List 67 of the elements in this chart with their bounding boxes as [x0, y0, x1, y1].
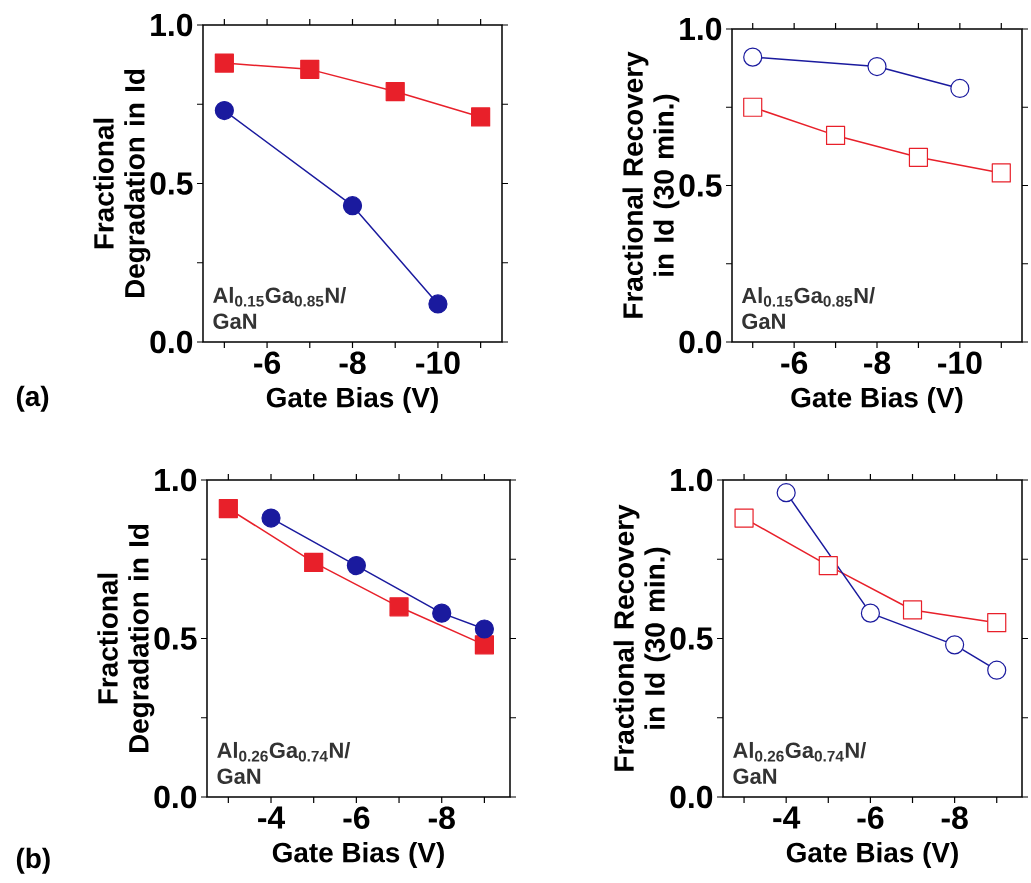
x-tick-label: -8: [428, 806, 455, 830]
point: [432, 603, 452, 623]
point: [991, 163, 1011, 183]
y-tick-label: 0.5: [679, 174, 722, 197]
point: [389, 597, 409, 617]
text: Al$_{0.26}$Ga$_{0.74}$N/ GaN: [733, 741, 867, 784]
x-axis-title: Gate Bias (V): [266, 386, 438, 413]
point: [987, 660, 1007, 680]
y-tick-label: 1.0: [671, 468, 713, 492]
x-tick-label: -4: [773, 806, 801, 829]
point: [385, 81, 405, 102]
point: [218, 498, 238, 519]
point: [860, 603, 880, 623]
x-axis-title: Gate Bias (V): [272, 841, 444, 868]
point: [471, 107, 491, 127]
x-tick-label: -10: [938, 351, 982, 375]
point: [304, 552, 324, 573]
y-tick-label: 1.0: [680, 17, 722, 41]
point: [428, 294, 448, 314]
y-axis-title: Fractional Recovery in Id (30 min.): [613, 504, 671, 771]
x-tick-label: -8: [864, 351, 891, 375]
point: [908, 147, 929, 167]
point: [818, 555, 838, 576]
point: [342, 196, 363, 216]
x-tick-label: -10: [416, 351, 460, 375]
x-tick-label: -8: [339, 351, 366, 375]
point: [743, 47, 763, 67]
point: [214, 53, 234, 73]
point: [261, 508, 281, 528]
point: [945, 635, 965, 655]
x-tick-label: -6: [343, 806, 370, 830]
point: [950, 78, 970, 99]
y-axis-title: Fractional Degradation in Id: [93, 69, 151, 298]
point: [734, 508, 754, 528]
point: [867, 56, 887, 77]
text: (b): [16, 847, 50, 874]
x-tick-label: -6: [254, 351, 281, 375]
x-tick-label: -6: [781, 351, 808, 375]
y-axis-title: Fractional Recovery in Id (30 min.): [622, 51, 680, 318]
y-tick-label: 0.5: [154, 627, 197, 650]
x-tick-label: -6: [857, 806, 884, 830]
y-tick-label: 0.5: [670, 627, 713, 650]
y-tick-label: 0.0: [679, 330, 722, 354]
point: [346, 555, 366, 576]
y-tick-label: 0.5: [150, 172, 193, 195]
y-axis-title: Fractional Degradation in Id: [97, 524, 155, 753]
text: Al$_{0.15}$Ga$_{0.85}$N/ GaN: [213, 286, 347, 329]
y-tick-label: 0.0: [150, 330, 193, 354]
y-tick-label: 1.0: [155, 468, 197, 492]
point: [825, 125, 846, 146]
x-axis-title: Gate Bias (V): [786, 841, 958, 868]
point: [902, 600, 923, 620]
text: Al$_{0.15}$Ga$_{0.85}$N/ GaN: [741, 287, 875, 330]
point: [743, 97, 763, 117]
x-tick-label: -4: [258, 806, 286, 829]
y-tick-label: 0.0: [670, 785, 713, 809]
x-tick-label: -8: [941, 806, 968, 830]
point: [300, 59, 320, 79]
y-tick-label: 0.0: [154, 785, 197, 809]
text: Al$_{0.26}$Ga$_{0.74}$N/ GaN: [217, 741, 351, 784]
point: [474, 619, 494, 639]
point: [214, 100, 234, 121]
y-tick-label: 1.0: [151, 13, 193, 37]
point: [987, 613, 1007, 633]
x-axis-title: Gate Bias (V): [791, 386, 963, 413]
text: (a): [16, 385, 49, 412]
point: [776, 483, 796, 503]
